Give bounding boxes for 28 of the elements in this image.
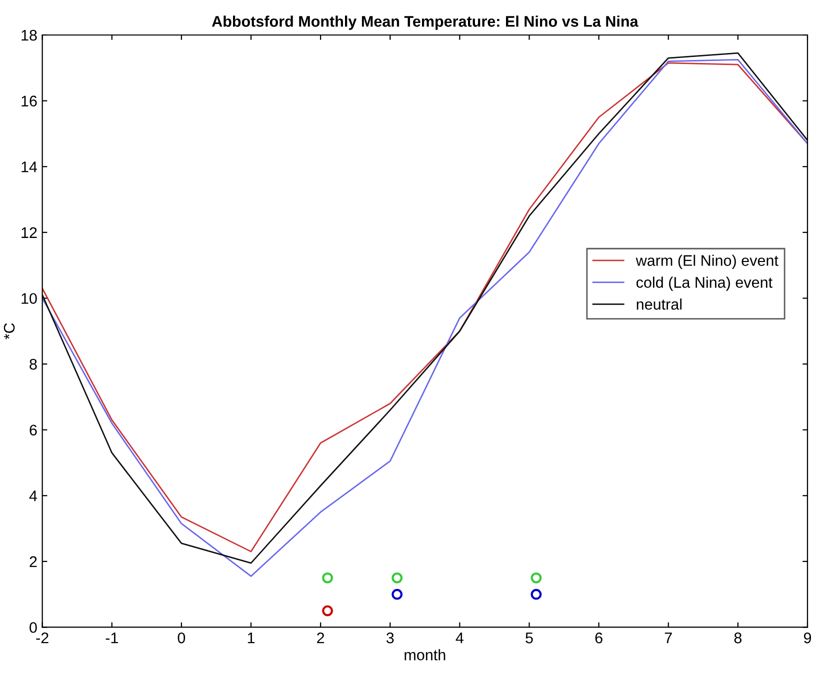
y-tick-label: 0	[30, 622, 37, 633]
x-tick-label: 0	[178, 632, 186, 644]
y-tick-label: 2	[30, 556, 37, 567]
x-tick-label: 2	[317, 632, 324, 644]
chart-title: Abbotsford Monthly Mean Temperature: El Nino vs La Nina	[212, 16, 638, 30]
x-tick-label: 4	[456, 632, 464, 644]
x-tick-label: 1	[248, 632, 255, 644]
x-tick-label: -1	[106, 632, 118, 644]
legend-label: warm (El Nino) event	[636, 254, 778, 269]
y-tick-label: 14	[22, 162, 38, 172]
y-tick-label: 18	[22, 30, 37, 41]
y-tick-label: 8	[30, 358, 37, 370]
x-axis-title: month	[404, 649, 446, 660]
legend-label: neutral	[636, 298, 682, 310]
y-tick-label: 4	[29, 490, 38, 502]
y-axis-title: *C	[4, 323, 15, 340]
x-tick-label: 8	[734, 632, 742, 644]
x-tick-label: 6	[595, 632, 602, 644]
x-tick-label: 7	[664, 632, 672, 644]
y-tick-label: 16	[22, 96, 37, 106]
legend-label: cold (La Nina) event	[636, 276, 772, 291]
x-tick-label: 9	[804, 632, 812, 644]
y-tick-label: 6	[30, 424, 37, 436]
x-tick-label: 3	[386, 632, 394, 644]
x-tick-label: 5	[526, 632, 533, 644]
y-tick-label: 12	[22, 227, 37, 238]
y-tick-label: 10	[22, 293, 37, 304]
x-tick-label: -2	[36, 632, 48, 644]
